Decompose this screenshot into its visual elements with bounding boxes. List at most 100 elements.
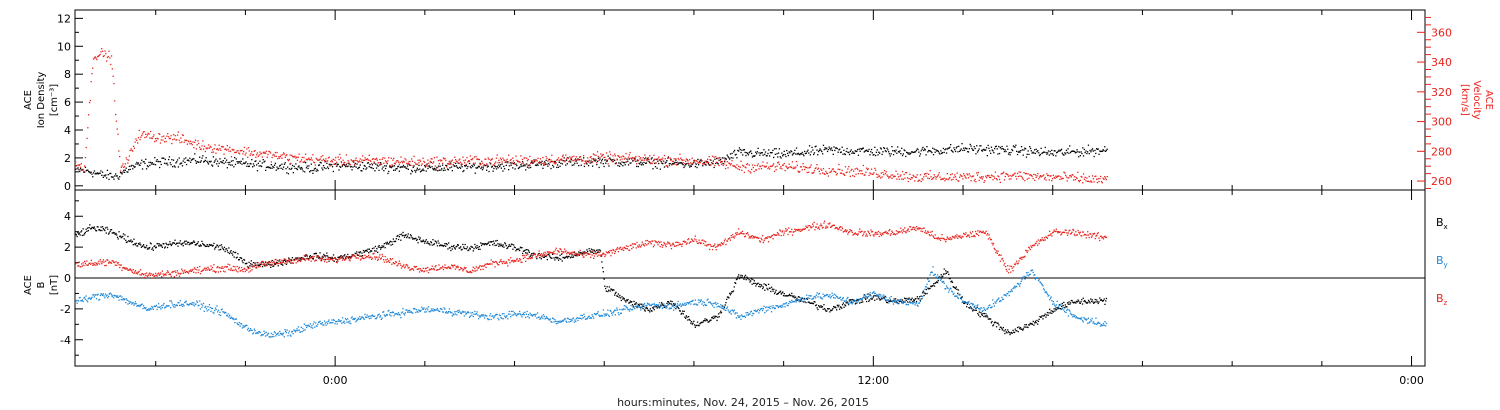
by-point [708,301,711,303]
by-point [76,302,78,304]
bx-point [646,306,648,309]
density-point [611,159,613,161]
velocity-point [379,158,381,161]
velocity-point [638,155,640,158]
velocity-point [847,168,849,170]
velocity-point [816,164,818,166]
velocity-point [1059,178,1061,181]
bx-point [1101,299,1103,302]
density-point [384,167,387,170]
by-point [746,314,748,316]
bx-point [214,246,217,249]
by-point [518,313,520,315]
bx-point [609,290,611,292]
velocity-point [1017,175,1019,178]
by-point [480,314,483,316]
bx-point [784,295,786,297]
bx-point [155,247,157,249]
velocity-point [441,159,443,162]
density-point [115,175,118,177]
velocity-point [291,155,294,158]
by-point [476,311,478,313]
density-point [415,171,417,173]
density-point [546,163,548,165]
velocity-point [602,153,604,156]
bx-point [219,244,221,247]
velocity-point [246,148,248,150]
by-point [388,309,390,312]
density-point [799,154,801,156]
density-point [128,169,130,171]
density-point [162,157,164,159]
velocity-point [455,159,457,161]
velocity-point [547,160,549,162]
density-point [1018,150,1020,152]
bx-point [711,317,713,319]
density-point [233,166,235,168]
density-point [322,169,324,171]
velocity-point [932,176,935,179]
velocity-point [1037,173,1039,175]
density-point [868,148,870,151]
bx-point [579,252,581,254]
velocity-point [215,152,217,154]
velocity-point [628,154,630,156]
density-point [503,165,505,168]
density-point [1039,153,1041,156]
bx-point [495,244,498,246]
density-point [795,153,797,155]
bx-point [1085,302,1087,304]
velocity-point [85,146,87,149]
velocity-point [995,178,997,180]
density-point [234,156,236,159]
by-point [283,336,285,338]
by-point [203,310,205,312]
bx-point [386,241,388,243]
bx-point [657,305,659,307]
bx-point [119,235,121,238]
velocity-point [147,132,149,135]
by-point [292,333,294,335]
by-point [582,317,584,319]
by-point [542,317,544,319]
bx-point [901,299,903,301]
density-point [462,170,464,173]
by-point [445,312,447,314]
bx-point [801,297,803,300]
density-point [1061,152,1063,154]
bx-point [568,255,570,258]
bx-point [185,240,187,242]
density-point [159,166,161,169]
bx-point [191,242,193,244]
density-point [837,151,839,153]
velocity-point [406,163,409,165]
by-point [664,305,666,307]
velocity-point [433,157,436,159]
velocity-point [1099,177,1101,180]
bx-point [1007,331,1010,333]
density-point [1038,154,1041,157]
bx-point [1078,302,1081,304]
bx-point [297,257,299,259]
by-point [689,301,691,303]
velocity-point [777,162,779,164]
by-point [510,316,512,318]
bx-point [972,310,974,312]
density-point [1100,150,1102,153]
velocity-point [617,155,619,157]
by-point [101,293,103,296]
by-point [722,305,724,308]
density-point [818,149,820,152]
by-point [125,301,127,304]
density-point [923,148,926,150]
bx-point [717,316,719,318]
by-point [602,315,604,317]
by-point [365,316,367,318]
bx-point [697,324,699,326]
density-point [705,164,707,166]
velocity-point [685,160,687,163]
density-point [984,149,986,151]
density-point [371,167,373,169]
by-point [263,330,265,332]
velocity-point [326,160,328,162]
